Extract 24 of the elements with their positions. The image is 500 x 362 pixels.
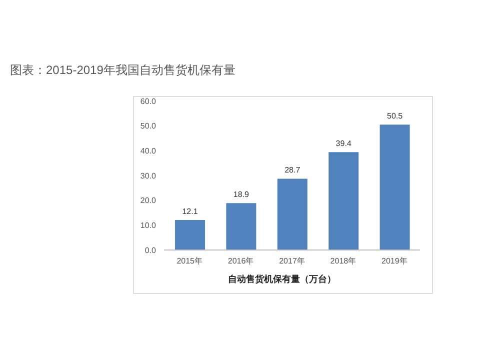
- data-label: 28.7: [284, 166, 301, 175]
- y-tick-label: 10.0: [140, 221, 157, 230]
- y-tick-label: 30.0: [140, 171, 157, 180]
- bar: [175, 220, 205, 250]
- chart-title: 图表：2015-2019年我国自动售货机保有量: [10, 62, 236, 79]
- data-label: 18.9: [233, 190, 250, 200]
- bar: [277, 178, 308, 250]
- bar: [328, 152, 359, 250]
- x-tick-label: 2016年: [228, 256, 254, 266]
- data-label: 39.4: [336, 139, 352, 148]
- y-tick-label: 50.0: [140, 122, 157, 131]
- data-label: 50.5: [387, 112, 404, 121]
- bar: [380, 124, 410, 250]
- x-tick-label: 2015年: [176, 256, 202, 266]
- y-tick-label: 40.0: [140, 146, 157, 156]
- y-tick-label: 20.0: [140, 196, 157, 206]
- x-tick-label: 2019年: [382, 256, 408, 266]
- y-tick-label: 60.0: [140, 96, 157, 106]
- y-tick-label: 0.0: [144, 246, 157, 255]
- data-label: 12.1: [182, 206, 198, 216]
- x-tick-label: 2018年: [330, 256, 356, 266]
- x-axis-title: 自动售货机保有量（万台）: [227, 273, 337, 286]
- bar: [226, 203, 256, 250]
- x-tick-label: 2017年: [279, 256, 305, 266]
